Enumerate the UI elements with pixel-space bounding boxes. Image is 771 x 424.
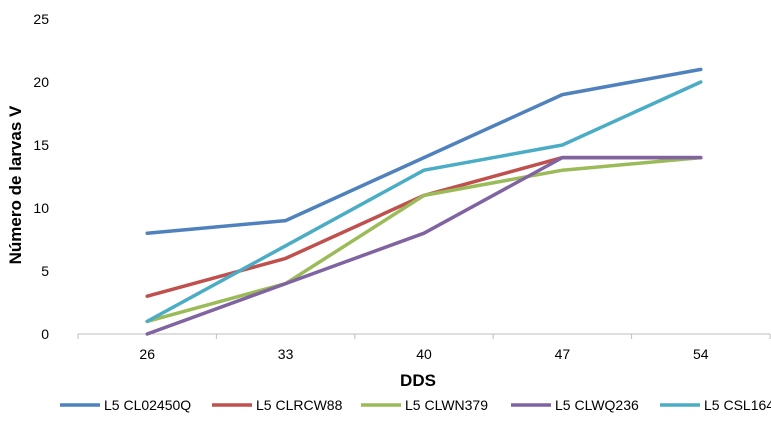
legend-label: L5 CL02450Q bbox=[104, 397, 191, 413]
y-tick-label: 20 bbox=[33, 74, 49, 90]
y-axis-ticks: 0 5 10 15 20 25 bbox=[33, 11, 49, 342]
legend-label: L5 CLWN379 bbox=[405, 397, 488, 413]
series-line-5 bbox=[145, 80, 703, 324]
y-tick-label: 10 bbox=[33, 200, 49, 216]
x-axis-label: DDS bbox=[400, 371, 436, 390]
y-axis-label: Número de larvas V bbox=[6, 105, 25, 264]
y-tick-label: 25 bbox=[33, 11, 49, 27]
y-tick-label: 15 bbox=[33, 137, 49, 153]
series-line-4 bbox=[145, 155, 703, 336]
legend-label: L5 CLRCW88 bbox=[256, 397, 343, 413]
legend-label: L5 CLWQ236 bbox=[555, 397, 639, 413]
x-tick-label: 54 bbox=[693, 346, 709, 362]
series-line-3 bbox=[145, 155, 703, 324]
legend: L5 CL02450Q L5 CLRCW88 L5 CLWN379 L5 CLWQ23… bbox=[60, 397, 771, 413]
series-lines bbox=[145, 67, 703, 336]
x-tick-label: 26 bbox=[139, 346, 155, 362]
x-tick-label: 47 bbox=[555, 346, 571, 362]
y-tick-label: 5 bbox=[41, 263, 49, 279]
legend-label: L5 CSL1648 bbox=[704, 397, 771, 413]
x-axis: 26 33 40 47 54 bbox=[77, 333, 771, 362]
series-line-1 bbox=[145, 67, 703, 235]
x-tick-label: 40 bbox=[416, 346, 432, 362]
x-tick-label: 33 bbox=[278, 346, 294, 362]
y-tick-label: 0 bbox=[41, 326, 49, 342]
